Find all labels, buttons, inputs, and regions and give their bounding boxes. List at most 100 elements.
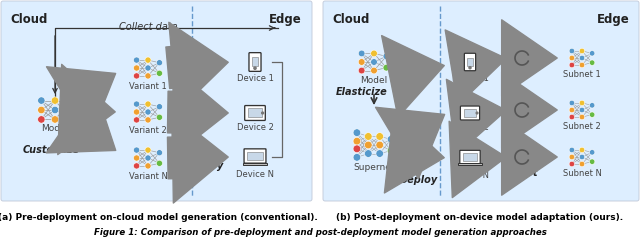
Text: Collect data: Collect data (118, 22, 177, 32)
Circle shape (569, 48, 575, 54)
Circle shape (383, 64, 390, 71)
Text: Figure 1: Comparison of pre-deployment and post-deployment model generation appr: Figure 1: Comparison of pre-deployment a… (93, 228, 547, 237)
Text: Edge: Edge (269, 13, 302, 26)
Circle shape (376, 141, 383, 149)
FancyBboxPatch shape (460, 106, 479, 120)
Circle shape (569, 147, 575, 153)
Bar (252, 57, 259, 66)
Text: Deploy: Deploy (400, 175, 438, 185)
Circle shape (145, 109, 151, 115)
Circle shape (365, 150, 372, 157)
Text: Device 1: Device 1 (237, 74, 273, 83)
Circle shape (589, 150, 595, 155)
Circle shape (51, 97, 59, 104)
Circle shape (254, 67, 256, 69)
Text: Subnet 2: Subnet 2 (563, 122, 601, 131)
Circle shape (358, 59, 365, 65)
Circle shape (134, 101, 140, 107)
Circle shape (589, 60, 595, 65)
Text: Variant 1: Variant 1 (129, 82, 167, 91)
Circle shape (134, 117, 140, 123)
Circle shape (353, 145, 361, 153)
Text: Edge: Edge (597, 13, 630, 26)
Circle shape (134, 155, 140, 161)
FancyBboxPatch shape (1, 1, 312, 201)
Circle shape (145, 147, 151, 153)
FancyBboxPatch shape (460, 150, 480, 164)
Circle shape (569, 114, 575, 120)
Circle shape (569, 62, 575, 68)
Bar (243, 163, 268, 165)
Circle shape (589, 112, 595, 117)
Circle shape (145, 117, 151, 123)
Circle shape (156, 60, 163, 66)
Text: Deploy: Deploy (186, 161, 224, 171)
Circle shape (145, 65, 151, 71)
Circle shape (569, 154, 575, 160)
Text: Supernet: Supernet (353, 163, 395, 172)
Circle shape (579, 55, 585, 61)
Circle shape (65, 100, 72, 107)
Circle shape (579, 62, 585, 68)
Circle shape (376, 133, 383, 140)
Circle shape (579, 154, 585, 160)
Circle shape (469, 67, 471, 69)
Circle shape (589, 51, 595, 56)
Text: Variant N: Variant N (129, 172, 168, 181)
Circle shape (134, 109, 140, 115)
Circle shape (145, 163, 151, 169)
Circle shape (579, 107, 585, 113)
Circle shape (51, 106, 59, 114)
Circle shape (262, 112, 264, 114)
Circle shape (353, 129, 361, 136)
Bar (458, 163, 482, 165)
Circle shape (134, 65, 140, 71)
Circle shape (134, 73, 140, 79)
Circle shape (156, 70, 163, 76)
Circle shape (145, 73, 151, 79)
Text: (a) Pre-deployment on-cloud model generation (conventional).: (a) Pre-deployment on-cloud model genera… (0, 213, 318, 222)
Circle shape (579, 147, 585, 153)
Circle shape (569, 161, 575, 167)
Circle shape (145, 155, 151, 161)
Circle shape (569, 107, 575, 113)
Circle shape (569, 55, 575, 61)
FancyBboxPatch shape (249, 53, 261, 71)
Bar (464, 109, 476, 117)
Circle shape (51, 116, 59, 123)
Circle shape (353, 137, 361, 145)
Circle shape (579, 114, 585, 120)
Text: Subnet 1: Subnet 1 (563, 70, 601, 79)
Circle shape (579, 161, 585, 167)
Text: Customize: Customize (23, 145, 80, 155)
Circle shape (579, 48, 585, 54)
FancyBboxPatch shape (323, 1, 639, 201)
Circle shape (589, 159, 595, 164)
Circle shape (134, 57, 140, 63)
Circle shape (358, 67, 365, 74)
Circle shape (156, 150, 163, 156)
Circle shape (387, 147, 395, 155)
Text: Elasticize: Elasticize (336, 87, 388, 97)
FancyBboxPatch shape (465, 53, 476, 71)
Circle shape (579, 100, 585, 106)
FancyBboxPatch shape (244, 149, 266, 163)
Circle shape (65, 113, 72, 120)
Circle shape (365, 141, 372, 149)
Circle shape (589, 103, 595, 108)
Text: Device 2: Device 2 (237, 123, 273, 132)
Circle shape (365, 133, 372, 140)
Circle shape (38, 97, 45, 104)
Circle shape (38, 116, 45, 123)
Circle shape (134, 163, 140, 169)
Circle shape (134, 147, 140, 153)
Circle shape (156, 104, 163, 110)
Text: Device 1: Device 1 (452, 74, 488, 83)
Circle shape (387, 135, 395, 143)
Circle shape (371, 67, 378, 74)
Text: Model: Model (42, 124, 68, 133)
Circle shape (383, 53, 390, 60)
Text: (b) Post-deployment on-device model adaptation (ours).: (b) Post-deployment on-device model adap… (337, 213, 623, 222)
Text: Variant 2: Variant 2 (129, 126, 167, 135)
Bar (463, 153, 477, 161)
